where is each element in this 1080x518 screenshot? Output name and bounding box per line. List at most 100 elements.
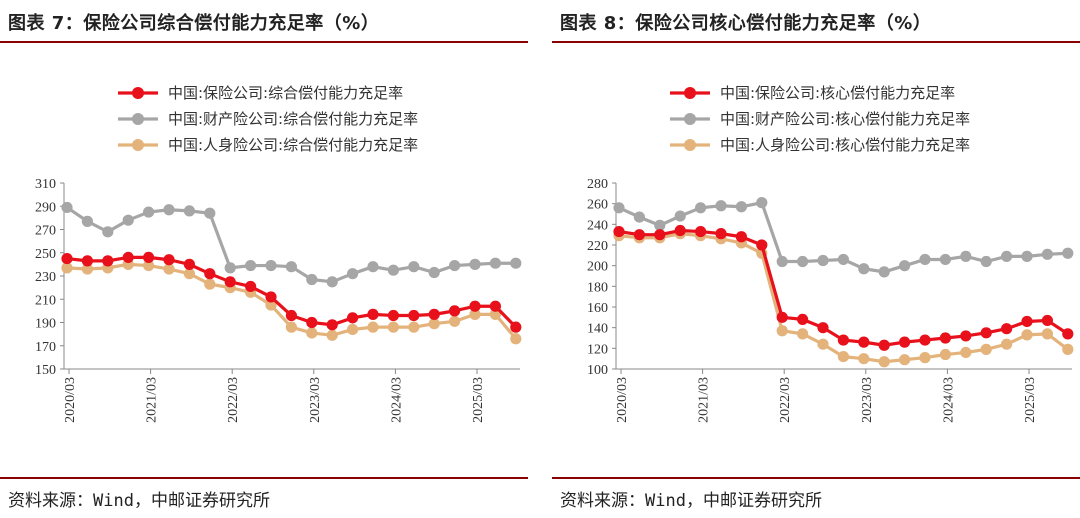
right-series-0-point [735, 231, 747, 243]
right-series-0-point [1062, 328, 1074, 340]
right-series-0-point [919, 334, 931, 346]
left-series-1-point [204, 207, 216, 219]
right-series-1-point [756, 197, 768, 209]
left-x-tick-label: 2021/03 [145, 377, 160, 423]
title-divider-right [552, 41, 1080, 43]
source-divider-left [0, 477, 528, 479]
right-series-2-point [858, 353, 870, 365]
right-series-0-point [654, 229, 666, 241]
left-x-tick-label: 2022/03 [226, 377, 241, 423]
right-legend-label-2: 中国:人身险公司:核心偿付能力充足率 [720, 136, 970, 154]
left-series-0-point [81, 255, 93, 267]
left-y-tick-label: 270 [35, 224, 56, 239]
right-series-0-point [674, 224, 686, 237]
chart-right-svg: 100 120 140 160 180 200 220 240 260 280 2020/03 202… [587, 84, 1074, 423]
left-series-2-point [285, 321, 297, 333]
source-note-left: 资料来源：Wind，中邮证券研究所 [8, 491, 270, 511]
right-series-1-point [899, 260, 911, 272]
right-y-tick-label: 220 [587, 239, 608, 254]
right-series-2-point [980, 343, 992, 355]
right-series-0-point [797, 313, 809, 325]
left-series-2-point [265, 299, 277, 311]
right-series-1-point [1021, 250, 1033, 262]
left-series-2-point [183, 268, 195, 280]
right-series-0-point [878, 339, 890, 351]
left-series-0-point [428, 308, 440, 320]
panel-left-composite: 图表 7：保险公司综合偿付能力充足率（%） 150 170 190 210 230 250… [0, 0, 528, 518]
right-series-0-point [817, 322, 829, 334]
left-legend-marker-2 [132, 139, 144, 151]
right-series-0-point [858, 336, 870, 348]
left-series-1-point [469, 258, 481, 270]
left-series-1-point [224, 262, 236, 274]
left-series-1-point [102, 226, 114, 238]
right-series-2-point [919, 352, 931, 364]
left-series-2-point [347, 323, 359, 336]
left-series-0-point [367, 308, 379, 320]
right-series-2-point [939, 348, 951, 361]
right-series-1-point [817, 254, 829, 267]
right-y-tick-label: 100 [587, 363, 608, 378]
right-x-tick-label: 2022/03 [778, 377, 793, 423]
right-legend-marker-0 [684, 87, 696, 99]
left-series-2-point [367, 321, 379, 333]
left-legend-label-1: 中国:财产险公司:综合偿付能力充足率 [168, 110, 418, 128]
left-series-0-point [510, 321, 522, 333]
left-series-1-point [408, 261, 420, 273]
right-legend-label-1: 中国:财产险公司:核心偿付能力充足率 [720, 110, 970, 128]
right-series-0-point [613, 225, 625, 238]
right-series-2-point [960, 346, 972, 359]
left-series-0-point [469, 300, 481, 312]
right-series-2-point [776, 325, 788, 337]
left-series-2-point [469, 308, 481, 320]
left-x-tick-label: 2020/03 [63, 377, 78, 423]
chart-title-right: 图表 8：保险公司核心偿付能力充足率（%） [560, 13, 932, 34]
left-series-1-point [81, 215, 93, 227]
right-series-2-point [817, 338, 829, 350]
right-series-0-point [756, 239, 768, 251]
right-series-2-point [899, 354, 911, 366]
left-series-0-point [408, 309, 420, 322]
right-series-1-point [674, 210, 686, 222]
right-y-tick-label: 240 [587, 218, 608, 233]
right-series-0-point [695, 225, 707, 238]
left-legend-label-2: 中国:人身险公司:综合偿付能力充足率 [168, 136, 418, 154]
right-x-tick-label: 2020/03 [615, 377, 630, 423]
left-series-2-point [61, 262, 73, 274]
right-y-tick-label: 260 [587, 198, 608, 213]
right-series-2-point [837, 351, 849, 363]
right-series-1-point [1041, 248, 1053, 260]
left-series-2-point [510, 333, 522, 345]
left-series-1-point [510, 257, 522, 269]
left-series-0-point [489, 300, 501, 312]
left-series-0-point [61, 252, 73, 265]
source-note-right: 资料来源：Wind，中邮证券研究所 [560, 491, 822, 511]
right-x-tick-label: 2023/03 [860, 377, 875, 423]
right-series-0-point [980, 327, 992, 339]
left-series-0-point [387, 309, 399, 322]
left-y-tick-label: 170 [35, 340, 56, 355]
right-series-2-point [1021, 329, 1033, 341]
left-series-0-point [285, 309, 297, 322]
left-y-tick-label: 290 [35, 200, 56, 215]
left-y-tick-label: 190 [35, 317, 56, 332]
right-x-tick-label: 2024/03 [941, 377, 956, 423]
right-series-0-point [1021, 315, 1033, 328]
right-y-tick-label: 200 [587, 260, 608, 275]
right-series-0-point [837, 334, 849, 346]
left-series-1-point [428, 266, 440, 279]
left-legend-marker-1 [132, 113, 144, 125]
right-series-1-point [837, 253, 849, 266]
left-series-0-point [265, 291, 277, 303]
left-series-0-point [183, 258, 195, 270]
left-series-0-point [204, 268, 216, 280]
left-series-0-point [122, 251, 134, 263]
right-series-1-point [613, 202, 625, 214]
left-series-1-point [163, 204, 175, 216]
right-series-0-point [939, 332, 951, 344]
left-series-1-point [387, 264, 399, 276]
right-series-0-point [1001, 323, 1013, 335]
right-series-line-0 [618, 228, 1069, 347]
left-series-1-point [367, 261, 379, 273]
right-series-0-point [960, 330, 972, 342]
